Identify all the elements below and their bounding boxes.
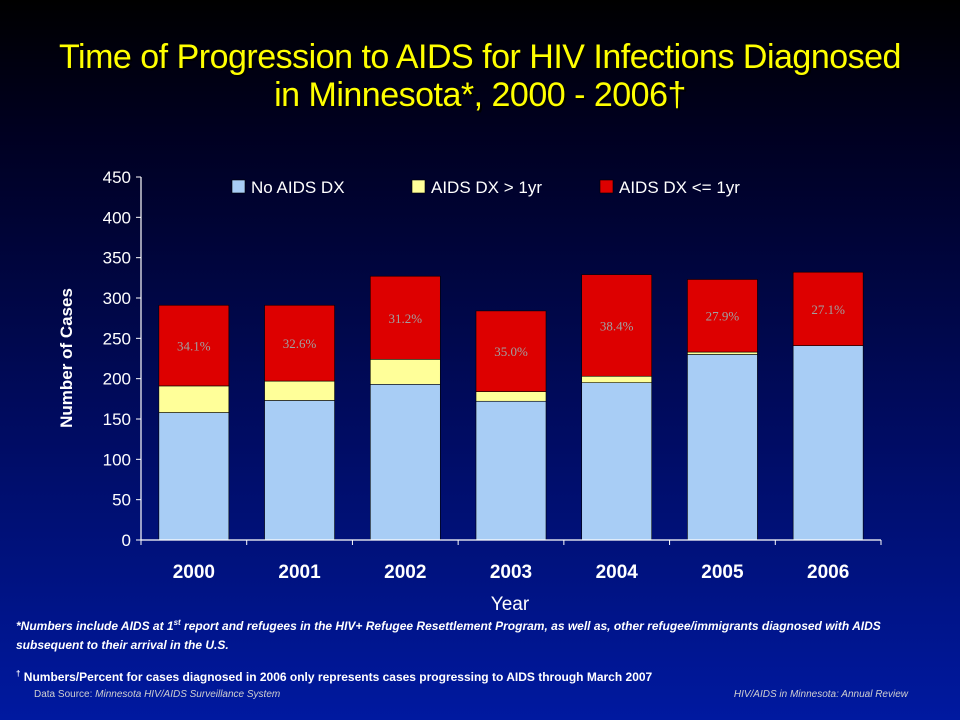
x-axis-title: Year bbox=[491, 594, 530, 615]
data-source-value: Minnesota HIV/AIDS Surveillance System bbox=[95, 689, 281, 700]
bar-2004-series-0 bbox=[581, 382, 653, 541]
bar-2004-series-2 bbox=[581, 274, 653, 377]
bar-2003-series-2 bbox=[475, 310, 547, 392]
percent-label-2005: 27.9% bbox=[706, 309, 740, 324]
y-tick-label-100: 100 bbox=[103, 450, 131, 469]
bar-2004-series-1 bbox=[581, 375, 653, 384]
footnote1-sup: st bbox=[173, 618, 181, 627]
x-tick-label-2002: 2002 bbox=[384, 562, 426, 583]
y-tick-label-50: 50 bbox=[112, 491, 131, 510]
chart-title-line2: in Minnesota*, 2000 - 2006† bbox=[274, 76, 686, 114]
y-tick-label-200: 200 bbox=[103, 370, 131, 389]
y-tick-label-0: 0 bbox=[122, 531, 131, 550]
bar-2003-series-0 bbox=[475, 400, 547, 541]
footnote2-text: Numbers/Percent for cases diagnosed in 2… bbox=[20, 670, 653, 684]
y-tick-label-400: 400 bbox=[103, 208, 131, 227]
legend-swatch-0 bbox=[231, 179, 246, 194]
percent-label-2001: 32.6% bbox=[283, 336, 317, 351]
bar-2001-series-1 bbox=[264, 380, 335, 401]
y-tick-label-450: 450 bbox=[103, 168, 131, 187]
legend-swatch-1 bbox=[411, 179, 426, 194]
x-tick-label-2000: 2000 bbox=[173, 562, 215, 583]
percent-label-2002: 31.2% bbox=[388, 311, 422, 326]
bar-2002-series-2 bbox=[369, 275, 441, 360]
legend-label-1: AIDS DX > 1yr bbox=[431, 178, 542, 197]
bar-2000-series-1 bbox=[158, 385, 230, 413]
y-tick-label-300: 300 bbox=[103, 289, 131, 308]
data-source-label: Data Source: bbox=[34, 689, 96, 700]
y-tick-label-250: 250 bbox=[103, 329, 131, 348]
bar-2001-series-0 bbox=[264, 400, 335, 541]
bar-2000-series-2 bbox=[158, 304, 230, 387]
x-tick-label-2006: 2006 bbox=[807, 562, 849, 583]
y-axis-title: Number of Cases bbox=[57, 288, 76, 428]
legend-label-2: AIDS DX <= 1yr bbox=[619, 178, 740, 197]
percent-label-2006: 27.1% bbox=[811, 302, 845, 317]
bar-2005-series-0 bbox=[687, 354, 758, 541]
x-tick-label-2004: 2004 bbox=[596, 562, 639, 583]
x-tick-label-2003: 2003 bbox=[490, 562, 532, 583]
bar-2000-series-0 bbox=[158, 412, 230, 541]
bar-2005-series-2 bbox=[687, 279, 758, 353]
percent-label-2004: 38.4% bbox=[600, 318, 634, 333]
legend-label-0: No AIDS DX bbox=[251, 178, 345, 197]
y-tick-label-150: 150 bbox=[103, 410, 131, 429]
footnote1-post: report and refugees in the HIV+ Refugee … bbox=[16, 619, 881, 652]
x-tick-label-2005: 2005 bbox=[701, 562, 744, 583]
bar-2003-series-1 bbox=[475, 391, 547, 402]
data-source: Data Source: Minnesota HIV/AIDS Surveill… bbox=[34, 689, 280, 700]
percent-label-2000: 34.1% bbox=[177, 339, 211, 354]
chart-title-line1: Time of Progression to AIDS for HIV Infe… bbox=[59, 38, 901, 76]
bar-2002-series-0 bbox=[369, 384, 441, 541]
percent-label-2003: 35.0% bbox=[494, 344, 528, 359]
bar-2005-series-1 bbox=[687, 351, 758, 355]
bar-2002-series-1 bbox=[369, 359, 441, 385]
legend-swatch-2 bbox=[599, 179, 614, 194]
chart-title: Time of Progression to AIDS for HIV Infe… bbox=[40, 38, 920, 114]
footnote1-pre: *Numbers include AIDS at 1 bbox=[16, 619, 174, 633]
bar-2006-series-2 bbox=[792, 271, 864, 346]
y-tick-label-350: 350 bbox=[103, 249, 131, 268]
report-name: HIV/AIDS in Minnesota: Annual Review bbox=[733, 689, 908, 700]
x-tick-label-2001: 2001 bbox=[278, 562, 321, 583]
bar-2001-series-2 bbox=[264, 304, 335, 382]
bar-2006-series-0 bbox=[792, 345, 864, 541]
footnote2-dagger: † bbox=[16, 669, 21, 678]
footnote-2006-note: † Numbers/Percent for cases diagnosed in… bbox=[16, 668, 916, 687]
footnote-numbers-include: *Numbers include AIDS at 1st report and … bbox=[16, 617, 916, 655]
